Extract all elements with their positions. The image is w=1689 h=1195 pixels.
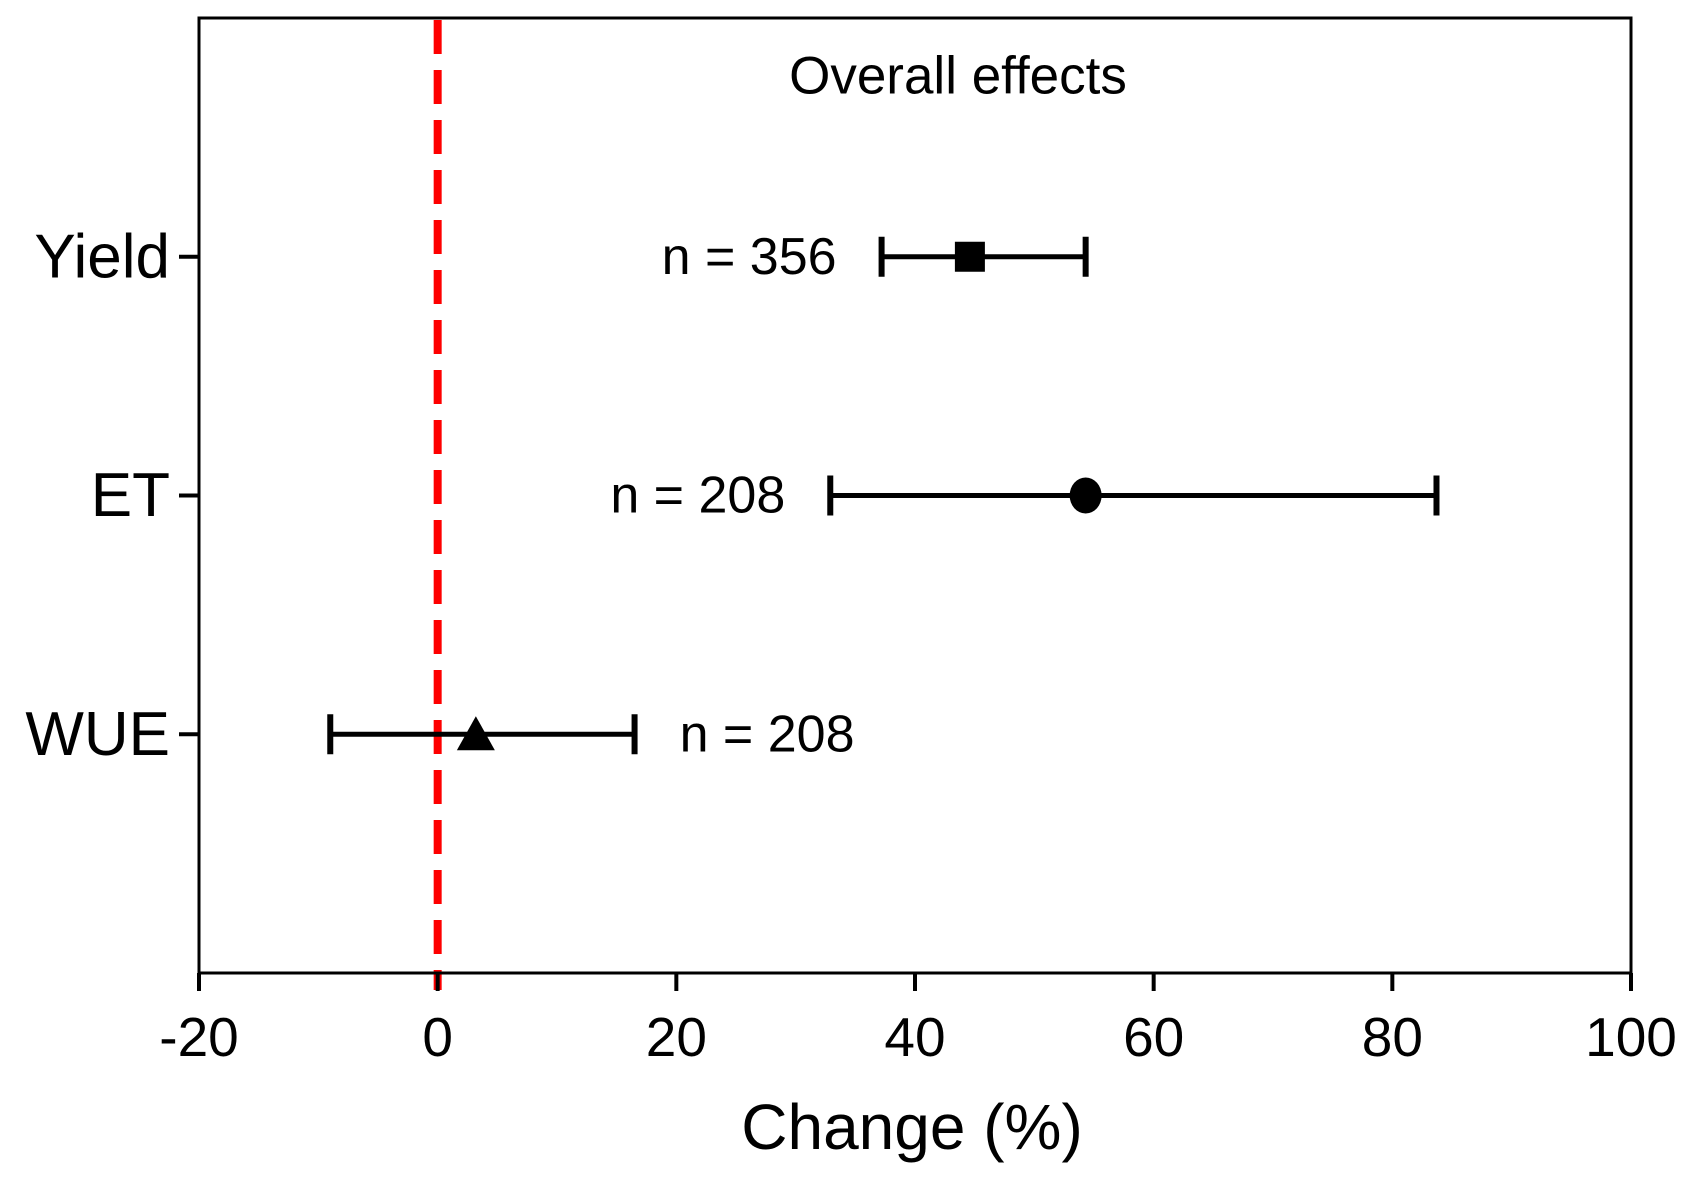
x-axis-title: Change (%) bbox=[741, 1091, 1083, 1163]
row-label: ET bbox=[91, 461, 170, 530]
row-label: WUE bbox=[25, 700, 170, 769]
sample-size-label: n = 208 bbox=[610, 467, 785, 525]
mean-marker-square bbox=[954, 241, 985, 272]
x-axis-tick-label: 60 bbox=[1123, 1006, 1184, 1068]
x-axis-tick-label: -20 bbox=[159, 1006, 239, 1068]
x-axis-tick-label: 80 bbox=[1362, 1006, 1423, 1068]
sample-size-label: n = 208 bbox=[680, 705, 855, 763]
sample-size-label: n = 356 bbox=[662, 228, 837, 286]
x-axis-tick-label: 40 bbox=[884, 1006, 945, 1068]
row-label: Yield bbox=[34, 222, 170, 291]
mean-marker-triangle bbox=[456, 716, 495, 751]
x-axis-tick-label: 20 bbox=[646, 1006, 707, 1068]
mean-marker-circle bbox=[1069, 477, 1102, 514]
x-axis-tick-label: 100 bbox=[1585, 1006, 1677, 1068]
chart-title: Overall effects bbox=[789, 46, 1127, 106]
x-axis-tick-label: 0 bbox=[422, 1006, 453, 1068]
